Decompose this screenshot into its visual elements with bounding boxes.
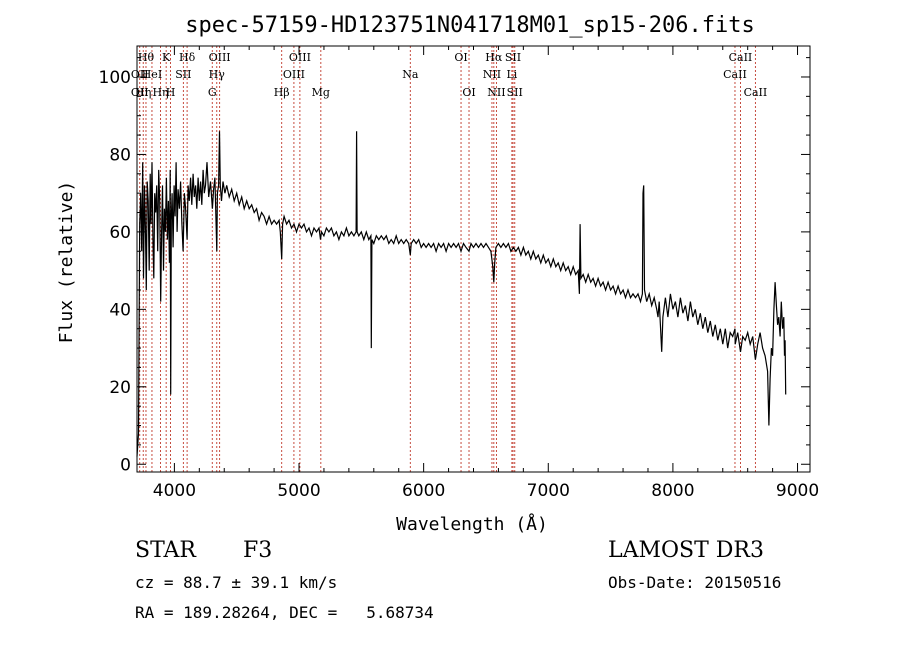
x-tick-label: 8000 [651, 481, 694, 501]
line-label: Hγ [209, 68, 226, 81]
line-label: Hβ [274, 86, 290, 99]
line-label: CaII [744, 86, 768, 99]
object-subclass: F3 [243, 538, 273, 563]
survey-name: LAMOST DR3 [608, 538, 764, 563]
y-tick-label: 60 [109, 223, 131, 243]
x-axis-label: Wavelength (Å) [396, 513, 548, 535]
line-label: G [208, 86, 217, 99]
line-label: Li [506, 68, 517, 81]
x-tick-label: 5000 [277, 481, 320, 501]
line-label: OII [131, 68, 149, 81]
plot-frame [136, 45, 811, 473]
line-label: OIII [209, 51, 231, 64]
y-axis: 0 20 40 60 80 100 [99, 57, 810, 475]
x-axis: 4000 5000 6000 7000 8000 9000 [153, 46, 819, 501]
spectral-line-markers [139, 46, 756, 472]
line-label: OI [462, 86, 475, 99]
line-label: Hθ [138, 51, 155, 64]
line-label: NII [487, 86, 505, 99]
line-label: H [166, 86, 176, 99]
observation-date: Obs-Date: 20150516 [608, 573, 782, 592]
line-label: CaII [729, 51, 753, 64]
line-label: Hη [152, 86, 168, 99]
x-tick-label: 4000 [153, 481, 196, 501]
y-tick-label: 40 [109, 300, 131, 320]
y-tick-label: 80 [109, 145, 131, 165]
line-label: Hδ [179, 51, 196, 64]
line-label: OI [454, 51, 467, 64]
line-label: K [162, 51, 171, 64]
line-label: CaII [723, 68, 747, 81]
y-axis-label: Flux (relative) [56, 181, 77, 344]
spectrum-series [136, 131, 787, 457]
line-label: OIII [289, 51, 311, 64]
line-label: Na [402, 68, 419, 81]
line-label: OIII [283, 68, 305, 81]
line-label: HeI [142, 68, 162, 81]
chart-title: spec-57159-HD123751N041718M01_sp15-206.f… [185, 13, 755, 38]
line-label: SII [507, 86, 523, 99]
object-class: STAR [135, 538, 196, 563]
redshift-velocity: cz = 88.7 ± 39.1 km/s [135, 573, 338, 592]
x-tick-label: 9000 [776, 481, 819, 501]
line-label: NII [483, 68, 501, 81]
y-tick-label: 20 [109, 378, 131, 398]
x-tick-label: 7000 [527, 481, 570, 501]
line-label: Mg [312, 86, 330, 99]
line-label: SII [505, 51, 521, 64]
line-label: OII [131, 86, 149, 99]
spectral-line-labels: OIIOIIHηHθHeIHηKHSIIHδGHγOIIIHβOIIIOIIIM… [131, 51, 767, 99]
line-label: Hα [485, 51, 503, 64]
y-tick-label: 100 [99, 68, 131, 88]
coordinates: RA = 189.28264, DEC = 5.68734 [135, 603, 434, 622]
x-tick-label: 6000 [402, 481, 445, 501]
line-label: Hη [135, 86, 151, 99]
line-label: SII [175, 68, 191, 81]
y-tick-label: 0 [120, 455, 131, 475]
